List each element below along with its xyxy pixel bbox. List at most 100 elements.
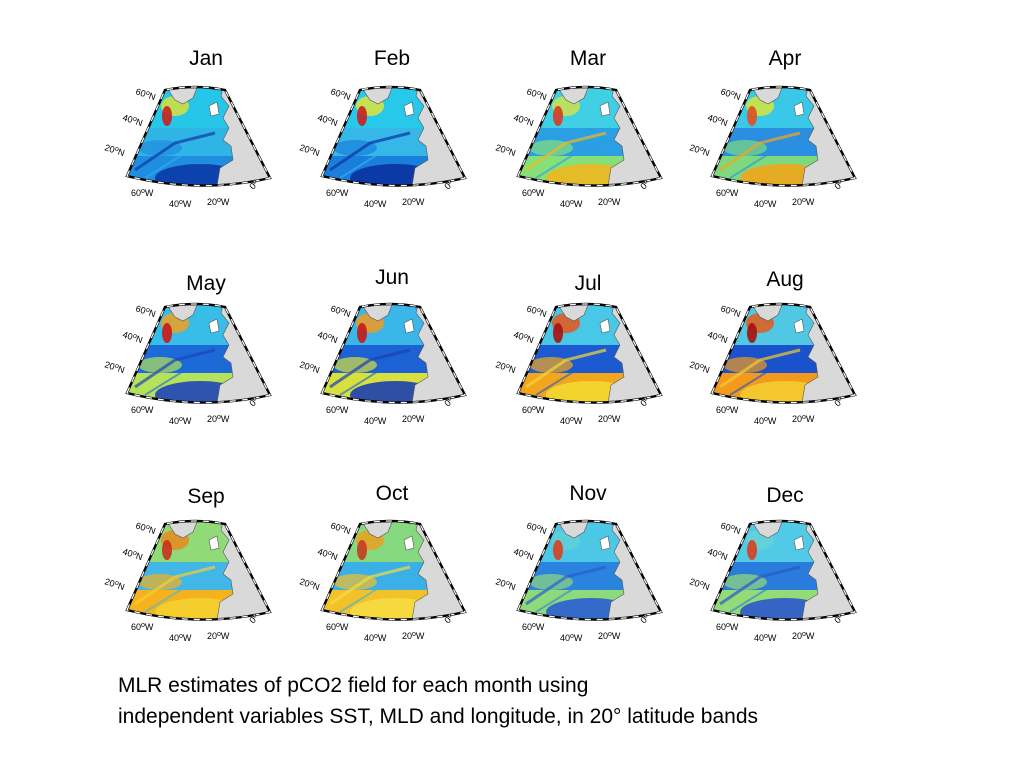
lon-label-20: 20oW — [207, 197, 230, 207]
month-title-jul: Jul — [574, 272, 602, 295]
lon-label-0: 0o — [638, 395, 651, 408]
month-title-nov: Nov — [569, 482, 607, 505]
pco2-map-oct: 60oN 40oN 20oN 60oW 40oW 20oW 0o — [298, 519, 467, 643]
lat-label-60: 60oN — [525, 86, 548, 102]
lat-label-20: 20oN — [298, 359, 321, 375]
pco2-map-may: 60oN 40oN 20oN 60oW 40oW 20oW 0o — [103, 302, 272, 426]
month-title-jan: Jan — [189, 47, 223, 70]
pco2-map-nov: 60oN 40oN 20oN 60oW 40oW 20oW 0o — [494, 519, 663, 643]
lat-label-20: 20oN — [688, 576, 711, 592]
pco2-map-sep: 60oN 40oN 20oN 60oW 40oW 20oW 0o — [103, 519, 272, 643]
lon-label-20: 20oW — [598, 631, 621, 641]
pco2-map-mar: 60oN 40oN 20oN 60oW 40oW 20oW 0o — [494, 85, 663, 209]
month-title-may: May — [186, 272, 226, 295]
lat-label-20: 20oN — [494, 359, 517, 375]
lon-label-20: 20oW — [402, 414, 425, 424]
lat-label-60: 60oN — [329, 520, 352, 536]
lat-label-20: 20oN — [298, 142, 321, 158]
lon-label-60: 60oW — [131, 188, 154, 198]
lat-label-60: 60oN — [329, 303, 352, 319]
lon-label-0: 0o — [247, 395, 260, 408]
lon-label-60: 60oW — [326, 405, 349, 415]
lon-label-20: 20oW — [207, 414, 230, 424]
lat-label-40: 40oN — [316, 329, 339, 345]
pco2-map-aug: 60oN 40oN 20oN 60oW 40oW 20oW 0o — [688, 302, 857, 426]
lat-label-20: 20oN — [298, 576, 321, 592]
lon-label-40: 40oW — [169, 416, 192, 426]
lat-label-20: 20oN — [688, 359, 711, 375]
lon-label-20: 20oW — [402, 631, 425, 641]
lat-label-60: 60oN — [134, 86, 157, 102]
lat-label-60: 60oN — [329, 86, 352, 102]
lon-label-40: 40oW — [169, 633, 192, 643]
lat-label-20: 20oN — [103, 576, 126, 592]
lat-label-40: 40oN — [706, 546, 729, 562]
lat-label-40: 40oN — [512, 329, 535, 345]
lon-label-40: 40oW — [364, 199, 387, 209]
lon-label-0: 0o — [832, 612, 845, 625]
lon-label-60: 60oW — [716, 622, 739, 632]
lat-label-40: 40oN — [706, 329, 729, 345]
lat-label-20: 20oN — [103, 359, 126, 375]
lat-label-40: 40oN — [121, 329, 144, 345]
lon-label-0: 0o — [638, 612, 651, 625]
lon-label-20: 20oW — [207, 631, 230, 641]
lon-label-0: 0o — [442, 395, 455, 408]
lon-label-40: 40oW — [754, 633, 777, 643]
month-title-apr: Apr — [768, 47, 802, 70]
lat-label-20: 20oN — [103, 142, 126, 158]
lat-label-20: 20oN — [688, 142, 711, 158]
pco2-map-dec: 60oN 40oN 20oN 60oW 40oW 20oW 0o — [688, 519, 857, 643]
lon-label-0: 0o — [247, 612, 260, 625]
lat-label-60: 60oN — [525, 303, 548, 319]
month-title-oct: Oct — [375, 482, 409, 505]
lon-label-60: 60oW — [716, 188, 739, 198]
lon-label-0: 0o — [638, 178, 651, 191]
lon-label-0: 0o — [442, 178, 455, 191]
month-title-sep: Sep — [187, 485, 225, 508]
lon-label-60: 60oW — [131, 405, 154, 415]
lon-label-40: 40oW — [560, 199, 583, 209]
lon-label-40: 40oW — [364, 416, 387, 426]
lon-label-60: 60oW — [522, 188, 545, 198]
lon-label-40: 40oW — [560, 416, 583, 426]
lon-label-40: 40oW — [560, 633, 583, 643]
lat-label-20: 20oN — [494, 576, 517, 592]
lon-label-0: 0o — [832, 395, 845, 408]
pco2-map-feb: 60oN 40oN 20oN 60oW 40oW 20oW 0o — [298, 85, 467, 209]
lon-label-40: 40oW — [754, 416, 777, 426]
lon-label-60: 60oW — [326, 188, 349, 198]
figure-caption: MLR estimates of pCO2 field for each mon… — [118, 670, 758, 732]
lon-label-0: 0o — [832, 178, 845, 191]
lon-label-20: 20oW — [598, 197, 621, 207]
lat-label-60: 60oN — [525, 520, 548, 536]
lat-label-40: 40oN — [512, 546, 535, 562]
lon-label-20: 20oW — [792, 414, 815, 424]
lon-label-60: 60oW — [131, 622, 154, 632]
pco2-map-jan: 60oN 40oN 20oN 60oW 40oW 20oW 0o — [103, 85, 272, 209]
caption-line-2: independent variables SST, MLD and longi… — [118, 705, 758, 728]
lon-label-60: 60oW — [522, 622, 545, 632]
lon-label-20: 20oW — [402, 197, 425, 207]
lon-label-40: 40oW — [169, 199, 192, 209]
lat-label-20: 20oN — [494, 142, 517, 158]
lat-label-60: 60oN — [719, 303, 742, 319]
pco2-map-apr: 60oN 40oN 20oN 60oW 40oW 20oW 0o — [688, 85, 857, 209]
lat-label-40: 40oN — [121, 112, 144, 128]
pco2-map-jul: 60oN 40oN 20oN 60oW 40oW 20oW 0o — [494, 302, 663, 426]
month-title-aug: Aug — [766, 268, 804, 291]
lon-label-20: 20oW — [598, 414, 621, 424]
lon-label-20: 20oW — [792, 631, 815, 641]
lat-label-40: 40oN — [706, 112, 729, 128]
lat-label-60: 60oN — [719, 520, 742, 536]
lon-label-0: 0o — [442, 612, 455, 625]
lat-label-60: 60oN — [719, 86, 742, 102]
lat-label-40: 40oN — [512, 112, 535, 128]
lon-label-60: 60oW — [522, 405, 545, 415]
lon-label-60: 60oW — [326, 622, 349, 632]
caption-line-1: MLR estimates of pCO2 field for each mon… — [118, 674, 589, 697]
month-title-jun: Jun — [375, 266, 409, 289]
month-title-mar: Mar — [569, 47, 607, 70]
month-title-dec: Dec — [766, 484, 804, 507]
lon-label-40: 40oW — [364, 633, 387, 643]
